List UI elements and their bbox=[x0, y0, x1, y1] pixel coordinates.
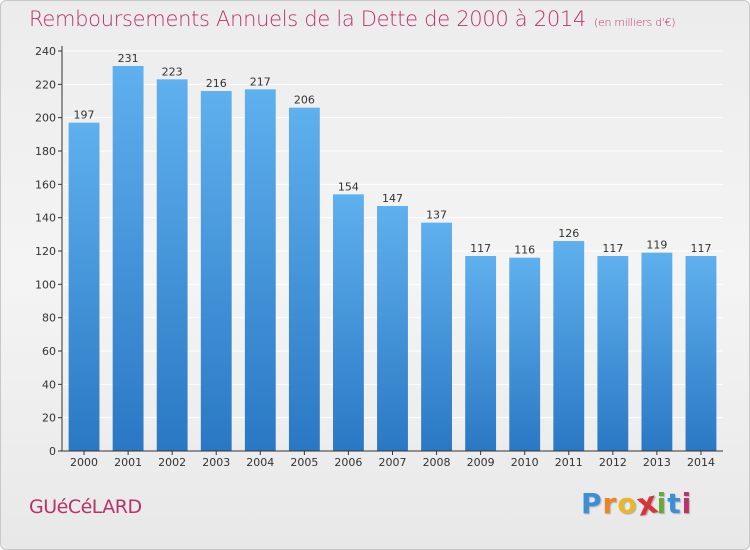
y-tick-label: 200 bbox=[35, 112, 56, 125]
data-label-2011: 126 bbox=[558, 227, 579, 240]
x-tick-label: 2006 bbox=[334, 456, 362, 469]
x-tick-label: 2009 bbox=[467, 456, 495, 469]
chart-title: Remboursements Annuels de la Dette de 20… bbox=[29, 7, 675, 31]
bar-2000 bbox=[68, 122, 100, 452]
data-label-2000: 197 bbox=[74, 109, 95, 122]
bar-2014 bbox=[685, 256, 717, 451]
x-tick-label: 2002 bbox=[158, 456, 186, 469]
x-tick-label: 2003 bbox=[202, 456, 230, 469]
chart-subtitle: (en milliers d'€) bbox=[594, 16, 676, 29]
data-label-2014: 117 bbox=[690, 242, 711, 255]
y-tick-label: 180 bbox=[35, 145, 56, 158]
x-tick-label: 2008 bbox=[423, 456, 451, 469]
data-label-2009: 117 bbox=[470, 242, 491, 255]
logo-letter: i bbox=[656, 487, 668, 520]
y-tick-label: 220 bbox=[35, 78, 56, 91]
x-tick-label: 2001 bbox=[114, 456, 142, 469]
y-tick-label: 20 bbox=[42, 412, 56, 425]
bar-2004 bbox=[244, 89, 276, 451]
bar-2002 bbox=[156, 79, 188, 451]
x-tick-label: 2011 bbox=[555, 456, 583, 469]
x-tick-label: 2010 bbox=[511, 456, 539, 469]
bar-2008 bbox=[421, 222, 452, 451]
data-label-2013: 119 bbox=[646, 239, 667, 252]
x-tick-label: 2013 bbox=[643, 456, 671, 469]
bar-2012 bbox=[597, 256, 629, 451]
data-label-2002: 223 bbox=[162, 65, 183, 78]
commune-name: GUéCéLARD bbox=[29, 496, 142, 518]
x-tick-label: 2004 bbox=[246, 456, 274, 469]
x-tick-label: 2005 bbox=[290, 456, 318, 469]
logo-letter: P bbox=[581, 487, 603, 520]
data-label-2003: 216 bbox=[206, 77, 227, 90]
logo-letter: t bbox=[667, 487, 682, 520]
x-tick-label: 2000 bbox=[70, 456, 98, 469]
y-tick-label: 60 bbox=[42, 345, 56, 358]
bars bbox=[68, 66, 717, 452]
data-label-2010: 116 bbox=[514, 244, 535, 257]
data-label-2007: 147 bbox=[382, 192, 403, 205]
bar-2006 bbox=[333, 194, 364, 452]
bar-2010 bbox=[509, 257, 541, 451]
data-label-2012: 117 bbox=[602, 242, 623, 255]
data-label-2005: 206 bbox=[294, 94, 315, 107]
y-tick-label: 80 bbox=[42, 312, 56, 325]
proxiti-logo[interactable]: Proxiti bbox=[581, 484, 693, 524]
data-label-2004: 217 bbox=[250, 75, 271, 88]
y-tick-label: 40 bbox=[42, 378, 56, 391]
logo-letter: r bbox=[602, 487, 618, 520]
y-tick-label: 100 bbox=[35, 278, 56, 291]
bar-2013 bbox=[641, 252, 673, 451]
bar-2011 bbox=[553, 241, 585, 451]
y-tick-label: 160 bbox=[35, 178, 56, 191]
y-tick-label: 120 bbox=[35, 245, 56, 258]
y-tick-label: 140 bbox=[35, 212, 56, 225]
data-label-2001: 231 bbox=[118, 52, 139, 65]
data-label-2006: 154 bbox=[338, 180, 359, 193]
bar-2001 bbox=[112, 66, 144, 451]
chart-title-text: Remboursements Annuels de la Dette de 20… bbox=[29, 7, 586, 31]
data-labels: 197 231 223 216 217 206 154 147 137 117 116 126 117 1… bbox=[74, 52, 712, 257]
bar-2003 bbox=[200, 91, 232, 451]
x-tick-label: 2012 bbox=[599, 456, 627, 469]
data-label-2008: 137 bbox=[426, 209, 447, 222]
x-tick-label: 2007 bbox=[379, 456, 407, 469]
y-tick-label: 240 bbox=[35, 45, 56, 58]
bar-2009 bbox=[465, 256, 497, 451]
logo-letter: i bbox=[681, 487, 693, 520]
axes: 0 20 40 60 80 100 120 140 160 180 200 220 240 2000 200… bbox=[35, 45, 723, 469]
x-tick-label: 2014 bbox=[687, 456, 715, 469]
y-tick-label: 0 bbox=[49, 445, 56, 458]
logo-letter: o bbox=[617, 487, 638, 520]
bar-2005 bbox=[288, 107, 320, 452]
bar-2007 bbox=[377, 206, 408, 451]
